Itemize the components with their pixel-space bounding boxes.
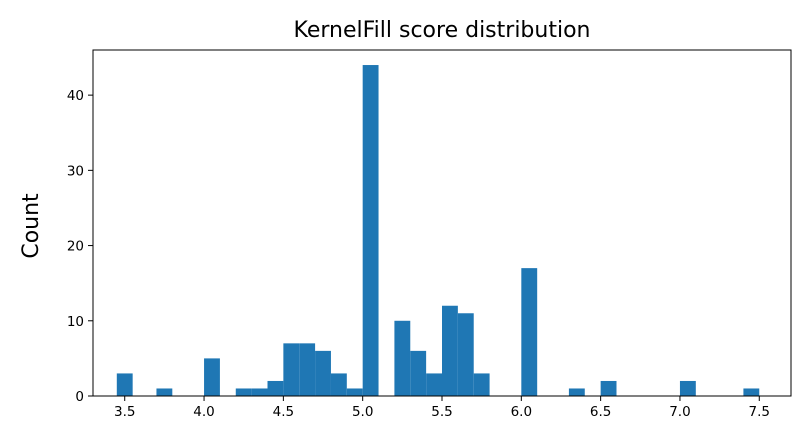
x-tick-label: 5.0 — [352, 404, 373, 420]
y-axis-label: Count — [19, 193, 44, 259]
chart-title: KernelFill score distribution — [294, 18, 591, 43]
histogram-bar — [116, 373, 133, 396]
histogram-bar — [315, 350, 331, 396]
bars-group — [116, 65, 760, 396]
x-tick-label: 3.5 — [114, 404, 135, 420]
histogram-bar — [204, 358, 220, 396]
x-tick-label: 4.5 — [273, 404, 294, 420]
histogram-bar — [442, 305, 458, 396]
x-tick-label: 5.5 — [431, 404, 452, 420]
x-tick-label: 7.5 — [749, 404, 770, 420]
histogram-bar — [251, 388, 268, 396]
histogram-bar — [473, 373, 490, 396]
histogram-bar — [521, 268, 538, 396]
y-tick-label: 30 — [67, 163, 84, 179]
histogram-bar — [679, 380, 696, 396]
histogram-bar — [426, 373, 442, 396]
y-axis-ticks: 0 10 20 30 40 — [67, 88, 93, 405]
histogram-bar — [283, 343, 300, 396]
histogram-bar — [330, 373, 347, 396]
y-tick-label: 0 — [75, 389, 84, 405]
histogram-bar — [568, 388, 585, 396]
histogram-bar — [600, 380, 617, 396]
histogram-bar — [235, 388, 252, 396]
x-axis-ticks: 3.5 4.0 4.5 5.0 5.5 6.0 6.5 7.0 7.5 — [114, 396, 770, 420]
histogram-bar — [299, 343, 316, 396]
y-tick-label: 10 — [67, 314, 84, 330]
x-tick-label: 7.0 — [669, 404, 690, 420]
histogram-bar — [362, 65, 379, 396]
y-tick-label: 40 — [67, 88, 84, 104]
x-tick-label: 6.0 — [511, 404, 532, 420]
histogram-bar — [156, 388, 173, 396]
y-tick-label: 20 — [67, 239, 84, 255]
histogram-bar — [743, 388, 760, 396]
histogram-bar — [346, 388, 363, 396]
x-tick-label: 4.0 — [193, 404, 214, 420]
histogram-bar — [394, 320, 411, 396]
histogram-bar — [267, 380, 284, 396]
histogram-bar — [457, 313, 474, 396]
histogram-bar — [410, 350, 427, 396]
x-tick-label: 6.5 — [590, 404, 611, 420]
plot-frame — [92, 49, 792, 397]
